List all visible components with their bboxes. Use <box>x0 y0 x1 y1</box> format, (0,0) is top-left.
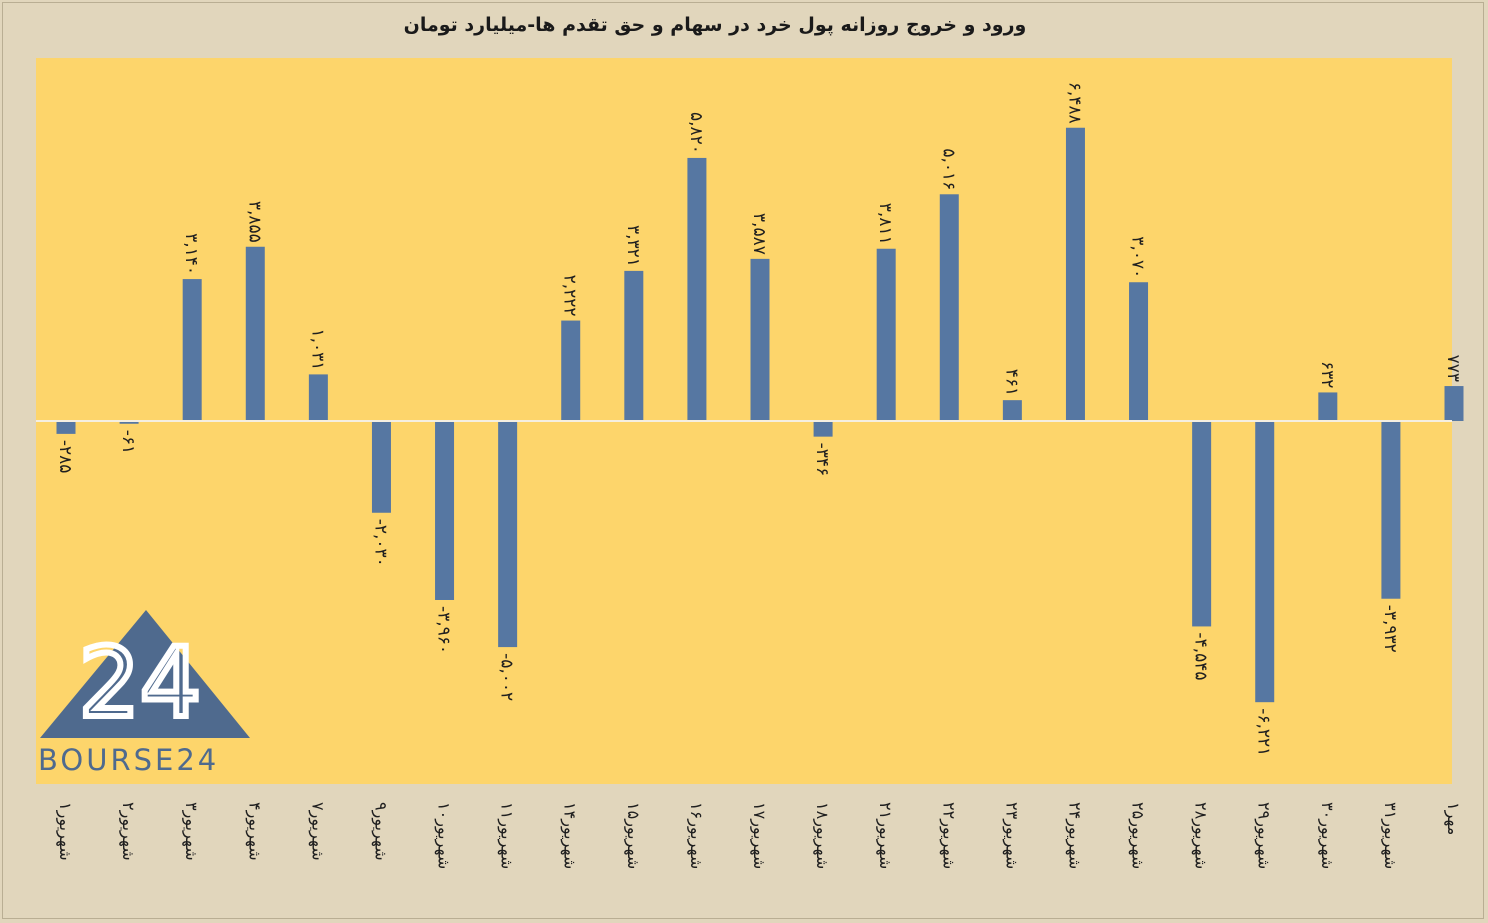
bar <box>1065 127 1085 421</box>
x-tick-label: ۳۱شهریور <box>1380 802 1400 869</box>
bar <box>1255 421 1275 703</box>
bar <box>119 421 139 424</box>
x-tick-label: ۲۵شهریور <box>1128 802 1148 869</box>
bar <box>1002 400 1022 421</box>
data-label: ۶۳۲ <box>1317 361 1337 388</box>
data-label: -۲۸۵ <box>55 440 75 474</box>
bar <box>813 421 833 437</box>
bars-group <box>56 127 1464 703</box>
x-tick-label: ۹شهریور <box>370 802 390 861</box>
data-label: ۵,۸۲۰ <box>686 112 706 154</box>
bar <box>245 246 265 421</box>
bar <box>1381 421 1401 599</box>
bar <box>308 374 328 421</box>
data-label: ۳,۳۲۱ <box>623 225 643 267</box>
data-label: ۳,۰۷۰ <box>1128 236 1148 278</box>
data-label: -۵,۰۰۲ <box>497 653 517 701</box>
data-label: -۶۱ <box>118 430 138 454</box>
chart-title: ورود و خروج روزانه پول خرد در سهام و حق … <box>403 14 1027 36</box>
bar <box>750 258 770 421</box>
bar <box>498 421 518 648</box>
logo-mark: 24 <box>79 627 201 739</box>
data-label: ۳,۱۴۰ <box>181 233 201 275</box>
x-tick-label: ۲۳شهریور <box>1001 802 1021 869</box>
bar <box>939 194 959 421</box>
x-axis-labels-group: ۱شهریور ۲شهریور ۳شهریور ۴شهریور ۷شهریور ۹شهری… <box>55 802 1463 869</box>
data-label: -۳,۹۳۲ <box>1380 605 1400 653</box>
logo-wordmark: BOURSE24 <box>38 743 220 777</box>
bar <box>1192 421 1212 627</box>
x-tick-label: ۲۹شهریور <box>1254 802 1274 869</box>
bar <box>435 421 455 600</box>
data-label: ۳,۸۵۵ <box>244 201 264 243</box>
data-label: ۵,۰۱۶ <box>938 148 958 190</box>
logo-triangle <box>40 610 250 738</box>
bar <box>687 157 707 421</box>
data-label: -۴,۵۴۵ <box>1191 632 1211 680</box>
data-label: ۶,۴۸۸ <box>1064 82 1084 124</box>
data-label: -۶,۲۲۱ <box>1254 708 1274 756</box>
x-tick-label: ۲شهریور <box>118 802 138 861</box>
x-tick-label: ۱۷شهریور <box>749 802 769 869</box>
data-label: -۳۴۶ <box>812 443 832 477</box>
x-tick-label: ۳۰شهریور <box>1317 802 1337 869</box>
x-tick-label: ۷شهریور <box>307 802 327 861</box>
x-tick-label: ۱مهر <box>1443 802 1463 835</box>
bar <box>624 270 644 421</box>
x-tick-label: ۴شهریور <box>244 802 264 861</box>
data-label: ۷۷۳ <box>1443 355 1463 382</box>
x-tick-label: ۲۴شهریور <box>1064 802 1084 869</box>
x-tick-label: ۱شهریور <box>55 802 75 861</box>
x-tick-label: ۱۴شهریور <box>560 802 580 869</box>
bar <box>876 248 896 421</box>
bar <box>371 421 391 513</box>
data-label: ۲,۲۲۲ <box>560 275 580 317</box>
x-tick-label: ۱۰شهریور <box>434 802 454 869</box>
bar <box>56 421 76 434</box>
data-labels-group: -۲۸۵ -۶۱ ۳,۱۴۰ ۳,۸۵۵ ۱,۰۳۱ -۲,۰۳۰ -۳,۹۶۰ -۵,۰۰۲… <box>55 82 1463 756</box>
x-tick-label: ۲۱شهریور <box>875 802 895 869</box>
bourse24-logo: 24 <box>40 610 250 742</box>
bar <box>1318 392 1338 421</box>
data-label: ۳,۵۸۷ <box>749 213 769 255</box>
data-label: -۲,۰۳۰ <box>370 519 390 567</box>
bar <box>182 279 202 421</box>
x-tick-label: ۲۲شهریور <box>938 802 958 869</box>
bar <box>1444 386 1464 421</box>
bar <box>1129 282 1149 421</box>
bar <box>561 320 581 421</box>
x-tick-label: ۱۱شهریور <box>497 802 517 869</box>
x-tick-label: ۲۸شهریور <box>1191 802 1211 869</box>
data-label: ۱,۰۳۱ <box>307 328 327 370</box>
x-tick-label: ۱۵شهریور <box>623 802 643 869</box>
x-tick-label: ۱۸شهریور <box>812 802 832 869</box>
data-label: ۳,۸۱۱ <box>875 203 895 245</box>
x-tick-label: ۳شهریور <box>181 802 201 861</box>
data-label: -۳,۹۶۰ <box>434 606 454 654</box>
x-tick-label: ۱۶شهریور <box>686 802 706 869</box>
data-label: ۴۶۱ <box>1001 369 1021 396</box>
